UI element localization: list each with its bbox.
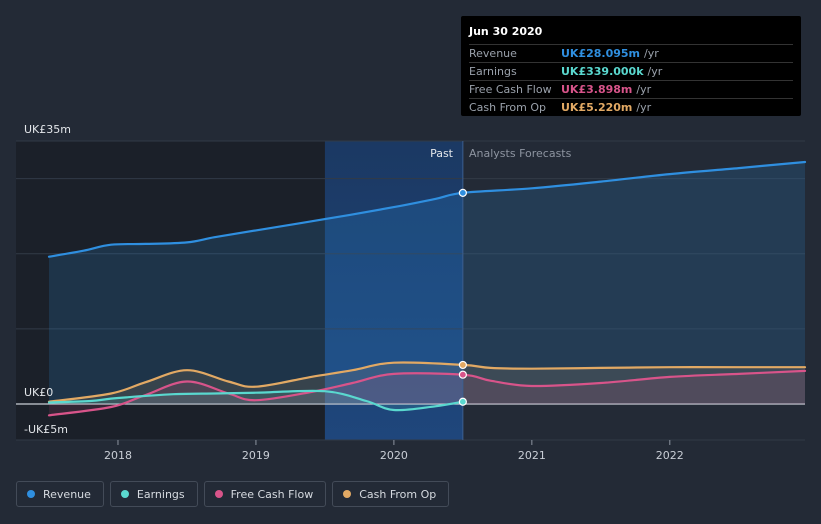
tooltip-row-revenue: Revenue UK£28.095m /yr <box>469 44 793 62</box>
tooltip-unit: /yr <box>647 65 663 78</box>
tooltip-label: Free Cash Flow <box>469 83 552 96</box>
tooltip-value: UK£3.898m <box>561 83 633 96</box>
revenue-area <box>49 162 805 404</box>
legend-item-earnings[interactable]: Earnings <box>109 481 198 507</box>
x-tick-label: 2022 <box>656 449 684 462</box>
x-tick-label: 2020 <box>380 449 408 462</box>
tooltip-row-free-cash-flow: Free Cash Flow UK£3.898m /yr <box>469 80 793 98</box>
free-cash-flow-line <box>47 369 807 417</box>
data-tooltip: Jun 30 2020 Revenue UK£28.095m /yr Earni… <box>461 16 801 116</box>
x-tick-label: 2018 <box>104 449 132 462</box>
x-tick-label: 2021 <box>518 449 546 462</box>
tooltip-unit: /yr <box>636 101 652 114</box>
tooltip-value: UK£5.220m <box>561 101 633 114</box>
revenue-marker <box>458 188 467 197</box>
y-tick-zero: UK£0 <box>24 386 53 399</box>
legend-dot-icon <box>343 490 352 498</box>
tooltip-unit: /yr <box>644 47 659 60</box>
legend-item-free-cash-flow[interactable]: Free Cash Flow <box>203 481 327 507</box>
legend-dot-icon <box>120 490 129 498</box>
legend-label: Cash From Op <box>359 487 437 501</box>
x-tick-label: 2019 <box>242 449 270 462</box>
free-cash-flow-marker <box>458 370 467 379</box>
legend-label: Earnings <box>136 487 185 501</box>
tooltip-label: Earnings <box>469 65 517 78</box>
x-axis-ticks: 2018 2019 2020 2021 2022 <box>104 440 684 462</box>
tooltip-value: UK£28.095m <box>561 47 641 60</box>
chart-legend: Revenue Earnings Free Cash Flow Cash Fro… <box>16 481 450 507</box>
forecast-label: Analysts Forecasts <box>469 147 572 160</box>
revenue-line <box>47 160 807 258</box>
past-label: Past <box>430 147 454 160</box>
legend-label: Free Cash Flow <box>230 487 314 501</box>
tooltip-date: Jun 30 2020 <box>469 25 543 38</box>
tooltip-label: Revenue <box>469 47 517 60</box>
tooltip-value: UK£339.000k <box>561 65 644 78</box>
tooltip-unit: /yr <box>636 83 652 96</box>
earnings-line <box>47 389 464 412</box>
tooltip-label: Cash From Op <box>469 101 547 114</box>
legend-dot-icon <box>214 490 223 498</box>
y-tick-bottom: -UK£5m <box>24 423 68 436</box>
tooltip-row-earnings: Earnings UK£339.000k /yr <box>469 62 793 80</box>
legend-item-cash-from-op[interactable]: Cash From Op <box>332 481 450 507</box>
y-tick-top: UK£35m <box>24 123 71 136</box>
series-lines <box>47 160 807 417</box>
earnings-marker <box>458 397 467 406</box>
cash-from-op-line <box>47 361 807 403</box>
series-markers <box>458 188 467 406</box>
legend-item-revenue[interactable]: Revenue <box>16 481 104 507</box>
cash-from-op-marker <box>458 360 467 370</box>
legend-dot-icon <box>27 490 35 498</box>
legend-label: Revenue <box>43 487 91 501</box>
tooltip-row-cash-from-op: Cash From Op UK£5.220m /yr <box>469 98 793 116</box>
gridlines <box>16 140 805 441</box>
highlight-period <box>324 141 463 440</box>
